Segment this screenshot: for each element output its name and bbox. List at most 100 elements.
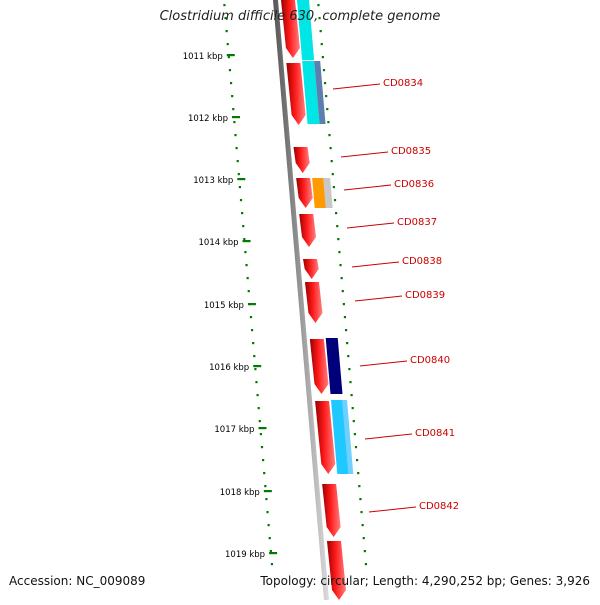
inner-ring-dot — [257, 407, 260, 410]
gene-arrow — [303, 259, 319, 279]
outer-ring-dot — [362, 537, 365, 540]
inner-ring-dot — [225, 30, 228, 33]
gene-label: CD0840 — [410, 355, 450, 366]
inner-ring-dot — [256, 394, 259, 397]
gene-leader-line — [346, 222, 395, 229]
outer-ring-dot — [335, 212, 338, 215]
outer-ring-dot — [339, 264, 342, 267]
inner-ring-dot — [235, 147, 238, 150]
inner-ring-dot — [267, 524, 270, 527]
inner-ring-dot — [266, 511, 269, 514]
cyan-feature — [302, 61, 320, 124]
inner-ring-dot — [233, 121, 236, 124]
inner-ring-dot — [241, 212, 244, 215]
inner-ring-dot — [250, 329, 254, 332]
outer-ring-dot — [331, 173, 334, 176]
inner-ring-dot — [268, 537, 271, 540]
outer-ring-dot — [358, 485, 361, 488]
scale-tick — [263, 490, 272, 493]
inner-ring-dot — [253, 355, 256, 358]
outer-ring-dot — [342, 303, 345, 306]
inner-ring-dot — [269, 550, 272, 553]
scale-tick-label: 1012 kbp — [188, 114, 228, 124]
outer-ring-dot — [349, 381, 352, 384]
inner-ring-dot — [243, 238, 246, 241]
inner-ring-dot — [226, 43, 229, 46]
inner-ring-dot — [259, 433, 263, 436]
inner-ring-dot — [263, 472, 266, 475]
gene-leader-line — [354, 295, 403, 302]
gene-leader-line — [351, 261, 400, 268]
gray-feature — [323, 178, 333, 208]
outer-ring-dot — [348, 368, 351, 371]
gene-arrow — [299, 214, 316, 247]
inner-ring-dot — [223, 4, 226, 7]
scale-tick-label: 1015 kbp — [204, 301, 244, 311]
inner-ring-dot — [260, 446, 264, 449]
inner-ring-dot — [236, 160, 239, 163]
inner-ring-dot — [270, 563, 274, 566]
outer-ring-dot — [326, 108, 329, 111]
inner-ring-dot — [245, 264, 248, 267]
gene-leader-line — [359, 360, 408, 367]
outer-ring-dot — [352, 420, 355, 423]
outer-ring-dot — [360, 511, 363, 514]
outer-ring-dot — [361, 524, 364, 527]
outer-ring-dot — [343, 316, 347, 319]
inner-ring-dot — [232, 108, 235, 111]
inner-ring-dot — [252, 342, 255, 345]
gene-arrow — [322, 484, 341, 537]
genome-title: Clostridium difficile 630, complete geno… — [159, 9, 441, 24]
cyan-feature — [297, 0, 315, 60]
inner-ring-dot — [258, 420, 261, 423]
scale-tick — [226, 54, 235, 57]
outer-ring-dot — [332, 186, 336, 189]
inner-ring-dot — [244, 251, 247, 254]
outer-ring-dot — [327, 121, 330, 124]
outer-ring-dot — [333, 199, 337, 202]
gene-arrow — [326, 541, 346, 600]
inner-ring-dot — [239, 199, 243, 202]
outer-ring-dot — [321, 56, 324, 59]
gene-label: CD0835 — [391, 146, 431, 157]
gene-arrow — [281, 0, 300, 58]
inner-ring-dot — [238, 186, 242, 189]
outer-ring-dot — [330, 160, 333, 163]
genome-summary-text: Topology: circular; Length: 4,290,252 bp… — [260, 574, 590, 588]
gene-arrow — [315, 401, 336, 474]
outer-ring-dot — [323, 82, 327, 85]
gene-leader-line — [343, 184, 392, 191]
gene-label: CD0842 — [419, 501, 459, 512]
inner-ring-dot — [265, 498, 268, 501]
gene-leader-line — [364, 433, 413, 440]
scale-tick-label: 1013 kbp — [193, 176, 233, 186]
outer-ring-dot — [353, 433, 357, 436]
inner-ring-dot — [247, 290, 250, 293]
scale-tick — [253, 365, 262, 368]
scale-tick — [242, 240, 251, 243]
sky-blue-feature — [342, 400, 354, 474]
outer-ring-dot — [320, 43, 323, 46]
scale-tick-label: 1014 kbp — [199, 238, 239, 248]
gene-leader-line — [332, 83, 381, 90]
scale-tick-label: 1018 kbp — [220, 488, 260, 498]
outer-ring-dot — [328, 134, 331, 137]
outer-ring-dot — [338, 251, 341, 254]
scale-tick-label: 1011 kbp — [183, 52, 223, 62]
inner-ring-dot — [229, 82, 233, 85]
inner-ring-dot — [254, 368, 257, 371]
outer-ring-dot — [354, 446, 358, 449]
steel-blue-feature — [314, 61, 326, 124]
inner-ring-dot — [262, 459, 265, 462]
gene-arrow — [309, 339, 329, 394]
scale-tick-label: 1019 kbp — [225, 550, 265, 560]
gene-arrow — [296, 178, 313, 208]
inner-ring-dot — [227, 56, 230, 59]
outer-ring-dot — [336, 225, 339, 228]
scale-tick — [237, 178, 246, 181]
outer-ring-dot — [359, 498, 362, 501]
inner-ring-dot — [224, 17, 227, 20]
scale-tick — [247, 303, 256, 306]
scale-tick-label: 1017 kbp — [214, 425, 254, 435]
